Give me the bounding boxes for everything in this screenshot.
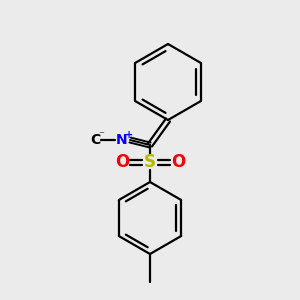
- Text: +: +: [125, 130, 133, 140]
- Text: ⁻: ⁻: [98, 130, 104, 140]
- Text: O: O: [171, 153, 185, 171]
- Text: N: N: [116, 133, 128, 147]
- Text: S: S: [144, 153, 156, 171]
- Text: O: O: [115, 153, 129, 171]
- Text: C: C: [90, 133, 100, 147]
